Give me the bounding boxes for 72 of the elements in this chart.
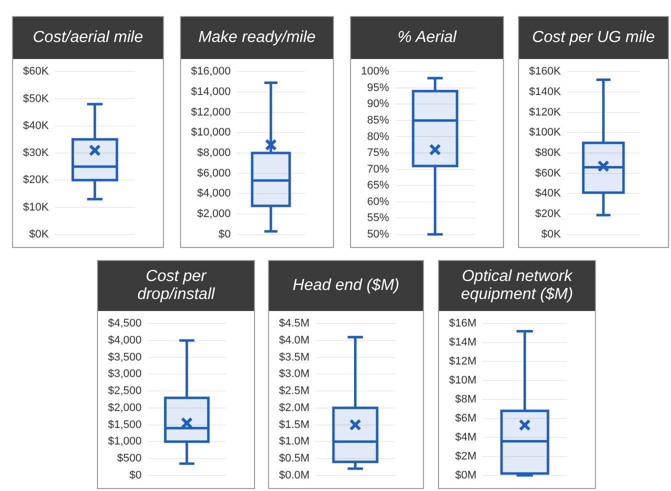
y-tick-label: $14M [448, 336, 477, 349]
y-tick-label: $0K [29, 228, 50, 240]
chart-title: Make ready/mile [181, 17, 333, 59]
y-tick-label: $4.5M [278, 318, 310, 330]
y-tick-label: 85% [367, 114, 390, 126]
y-tick-label: $30K [22, 147, 50, 160]
y-tick-label: $2,500 [108, 385, 142, 398]
chart-title: Cost per UG mile [519, 17, 668, 59]
y-tick-label: $3,500 [108, 351, 142, 364]
y-tick-label: $12,000 [190, 106, 231, 118]
y-tick-label: $6,000 [197, 167, 231, 180]
y-tick-label: $0M [455, 469, 477, 482]
y-tick-label: $2.5M [278, 385, 310, 398]
y-tick-label: $0 [218, 228, 231, 240]
y-tick-label: $2,000 [108, 402, 142, 414]
y-tick-label: $2,000 [197, 208, 231, 220]
y-tick-label: $4,000 [197, 188, 231, 200]
y-tick-label: 70% [367, 163, 390, 176]
y-tick-label: $3.0M [278, 368, 310, 380]
y-tick-label: $2.0M [278, 402, 310, 414]
y-tick-label: $120K [528, 106, 562, 118]
y-tick-label: 55% [367, 212, 390, 224]
y-tick-label: $4,500 [108, 318, 142, 330]
y-tick-label: $0.5M [278, 452, 310, 465]
y-tick-label: $60K [535, 167, 562, 180]
y-tick-label: $2M [455, 450, 477, 462]
y-tick-label: $100K [528, 126, 562, 139]
y-tick-label: $16M [448, 318, 477, 330]
y-tick-label: $8M [455, 394, 477, 406]
y-tick-label: $10,000 [190, 126, 231, 139]
y-tick-label: $0.0M [278, 469, 310, 482]
y-tick-label: $1.0M [278, 436, 310, 448]
chart-title: Optical network equipment ($M) [439, 261, 595, 311]
y-tick-label: $40K [22, 120, 50, 132]
y-tick-label: $0 [129, 469, 142, 482]
y-tick-label: 90% [367, 98, 390, 110]
chart-title: % Aerial [351, 17, 503, 59]
y-tick-label: $3,000 [108, 368, 142, 380]
y-tick-label: 75% [367, 147, 390, 160]
y-tick-label: $4M [455, 431, 477, 444]
y-tick-label: $500 [117, 452, 142, 465]
y-tick-label: $80K [535, 147, 562, 160]
y-tick-label: $12M [448, 356, 477, 368]
y-tick-label: $20K [535, 208, 562, 220]
y-tick-label: 80% [367, 130, 390, 143]
y-tick-label: 60% [367, 196, 390, 208]
y-tick-label: $1,500 [108, 418, 142, 431]
y-tick-label: $20K [22, 174, 50, 186]
y-tick-label: $50K [22, 92, 50, 105]
chart-title: Cost per drop/install [98, 261, 254, 311]
y-tick-label: $4.0M [278, 334, 310, 346]
y-tick-label: $6M [455, 412, 477, 425]
y-tick-label: $60K [22, 66, 50, 78]
y-tick-label: $140K [528, 86, 562, 98]
y-tick-label: $14,000 [190, 86, 231, 98]
y-tick-label: 100% [360, 66, 390, 78]
y-tick-label: $4,000 [108, 334, 142, 346]
y-tick-label: $0K [541, 228, 562, 240]
y-tick-label: $3.5M [278, 351, 310, 364]
y-tick-label: $16,000 [190, 66, 231, 78]
y-tick-label: $10K [22, 201, 50, 214]
y-tick-label: $160K [528, 66, 562, 78]
y-tick-label: $1,000 [108, 436, 142, 448]
chart-title: Cost/aerial mile [13, 17, 163, 59]
y-tick-label: 95% [367, 82, 390, 94]
y-tick-label: $8,000 [197, 147, 231, 160]
y-tick-label: 50% [367, 228, 390, 240]
y-tick-label: $40K [535, 188, 562, 200]
y-tick-label: 65% [367, 180, 390, 192]
chart-title: Head end ($M) [269, 261, 423, 311]
y-tick-label: $10M [448, 374, 477, 387]
y-tick-label: $1.5M [278, 418, 310, 431]
